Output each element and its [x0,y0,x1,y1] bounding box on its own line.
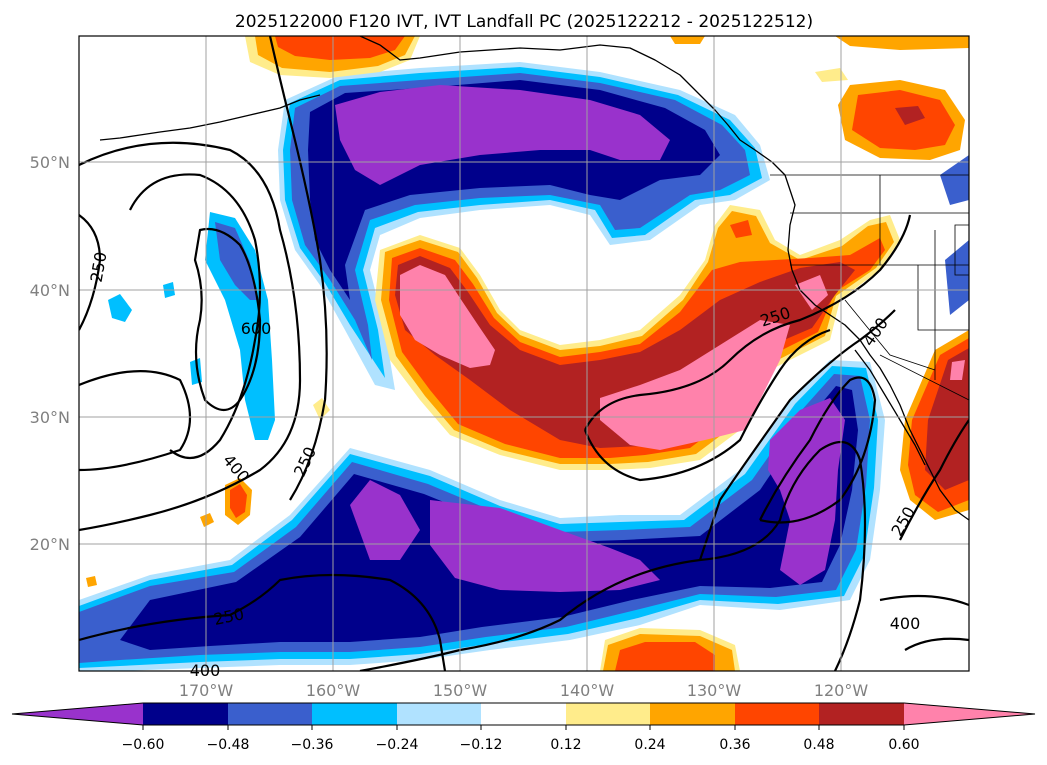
ivt-contour [193,227,262,412]
ivt-contour [79,573,447,671]
colorbar-segment [143,703,228,725]
colorbar-tick-label: −0.60 [122,737,165,753]
fill-central-positive [730,220,752,238]
lat-label: 20°N [30,535,70,554]
fill-bottom-positive [615,642,715,671]
colorbar-tick-label: −0.36 [291,737,334,753]
lat-label: 30°N [30,408,70,427]
colorbar-segment [904,703,1035,725]
colorbar-segment [735,703,819,725]
lon-label: 170°W [179,681,234,700]
lon-label: 160°W [306,681,361,700]
ivt-contour [899,419,969,541]
colorbar-tick-label: 0.12 [550,737,581,753]
colorbar-segment [819,703,904,725]
lon-label: 150°W [433,681,488,700]
ivt-contour [359,440,867,671]
lat-label: 40°N [30,281,70,300]
fill-small-positive [230,484,247,518]
fill-west-negative [108,294,132,322]
colorbar-tick-label: −0.24 [376,737,419,753]
lon-label: 130°W [687,681,742,700]
colorbar-tick-label: 0.60 [888,737,919,753]
fill-north-negative [335,85,670,185]
colorbar-tick-label: −0.48 [207,737,250,753]
contour-label: 400 [890,614,921,633]
colorbar-tick-label: 0.36 [719,737,750,753]
fill-se-positive [950,360,965,380]
contour-label: 600 [241,319,272,338]
ivt-contour [79,141,302,532]
ivt-contour [584,214,912,431]
fill-south-negative [120,386,858,650]
colorbar-segment [397,703,481,725]
ivt-contour [79,214,102,331]
fill-top-positive [815,68,848,82]
colorbar-ticks [142,725,905,730]
fill-central-positive [395,256,855,448]
colorbar-segment [650,703,735,725]
colorbar-tick-label: −0.12 [460,737,503,753]
colorbar-tick-label: 0.24 [634,737,665,753]
fill-west-negative [215,222,258,300]
ivt-contour [879,594,969,607]
lon-label: 120°W [814,681,869,700]
fill-central-positive [400,265,495,368]
fill-ne-positive [895,106,925,125]
ivt-contour [583,328,831,482]
fill-top-positive [670,36,705,44]
fill-south-negative [430,500,660,592]
ivt-contour [759,376,877,524]
map-frame [78,35,970,672]
ivt-contour [904,637,969,651]
colorbar-segment [312,703,397,725]
borders [770,174,969,401]
coastline [359,36,969,521]
filled-contours [79,36,969,671]
fill-central-positive [795,275,828,310]
fill-small-positive [313,398,330,420]
fill-east-negative [940,155,969,205]
fill-south-negative [350,480,420,560]
coastline-islands [99,94,321,141]
fill-west-negative [205,212,275,440]
coastline-baja [854,349,926,466]
gridlines [79,36,969,671]
lon-label: 140°W [560,681,615,700]
fill-se-positive [925,348,969,490]
lat-label: 50°N [30,153,70,172]
fill-top-positive [835,36,969,50]
lat-labels: 50°N 40°N 30°N 20°N [30,153,70,554]
map-panel: 250 600 400 250 250 400 250 400 250 400 [78,35,970,680]
figure-title: 2025122000 F120 IVT, IVT Landfall PC (20… [235,12,813,32]
fill-east-negative [945,240,969,315]
ivt-contour [268,36,328,501]
lon-labels: 170°W 160°W 150°W 140°W 130°W 120°W [179,681,869,700]
colorbar-segment [481,703,566,725]
ivt-contour [698,309,896,561]
colorbar-segment [228,703,312,725]
fill-small-positive [200,513,214,527]
fill-small-positive [86,576,97,587]
fill-south-negative [768,398,845,585]
colorbar-segment [566,703,650,725]
colorbar-segment [12,703,143,725]
colorbar: −0.60 −0.48 −0.36 −0.24 −0.12 0.12 0.24 … [11,702,1036,753]
colorbar-tick-label: 0.48 [803,737,834,753]
